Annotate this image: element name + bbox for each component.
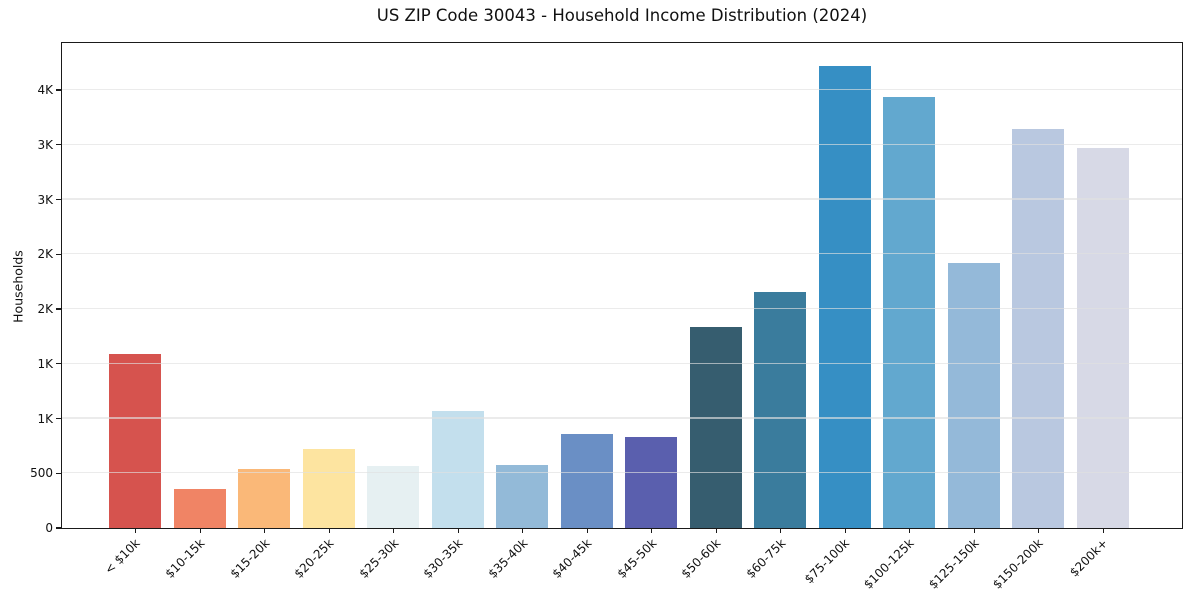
chart-title: US ZIP Code 30043 - Household Income Dis… xyxy=(376,6,868,25)
bar-< $10k xyxy=(109,353,161,528)
x-tick-mark xyxy=(715,528,717,533)
y-tick-label: 0 xyxy=(45,521,53,535)
y-tick-mark xyxy=(56,472,61,474)
y-tick-label: 3K xyxy=(37,192,53,207)
y-tick-label: 500 xyxy=(30,466,53,481)
x-tick-label: $40-45k xyxy=(549,536,595,581)
x-tick-mark xyxy=(135,528,137,533)
bar-$45-50k xyxy=(625,437,677,528)
x-tick-mark xyxy=(909,528,911,533)
x-tick-mark xyxy=(264,528,266,533)
bar-$15-20k xyxy=(238,469,290,528)
x-tick-mark xyxy=(651,528,653,533)
x-tick-label: $200k+ xyxy=(1066,536,1111,580)
gridline-4K xyxy=(62,88,1182,91)
x-tick-label: $50-60k xyxy=(678,536,724,581)
y-axis-label: Households xyxy=(10,250,26,323)
x-tick-label: $125-150k xyxy=(925,536,982,590)
y-tick-mark xyxy=(56,417,61,420)
bar-$40-45k xyxy=(560,434,613,528)
y-tick-label: 4K xyxy=(37,83,53,98)
x-tick-mark xyxy=(522,528,524,533)
x-tick-label: $30-35k xyxy=(420,536,466,581)
y-tick-mark xyxy=(56,527,61,529)
bar-$25-30k xyxy=(367,466,419,528)
y-tick-label: 2K xyxy=(37,247,53,262)
y-tick-label: 1K xyxy=(37,356,53,371)
x-tick-mark xyxy=(973,528,975,533)
bar-$35-40k xyxy=(496,465,548,528)
plot-area: < $10k $10-15k $15-20k $20-25k $25-30k $30-35… xyxy=(30,42,1183,590)
x-tick-mark xyxy=(328,528,330,533)
bar-$125-150k xyxy=(947,262,1000,528)
x-tick-label: $75-100k xyxy=(802,536,853,587)
x-tick-label: $100-125k xyxy=(861,536,917,590)
bar-$75-100k xyxy=(818,66,871,528)
y-tick-mark xyxy=(56,144,61,146)
x-tick-label: $25-30k xyxy=(356,536,401,581)
bar-$100-125k xyxy=(883,96,935,528)
y-tick-label: 3K xyxy=(37,137,53,152)
x-tick-mark xyxy=(844,528,846,533)
x-tick-mark xyxy=(1038,528,1040,533)
x-tick-label: $150-200k xyxy=(990,536,1046,590)
x-tick-mark xyxy=(393,528,395,533)
bar-$200k+ xyxy=(1076,148,1129,528)
x-tick-mark xyxy=(780,528,782,533)
bar-$10-15k xyxy=(173,489,226,528)
x-tick-label: $10-15k xyxy=(162,536,208,581)
x-tick-mark xyxy=(199,528,201,533)
y-tick-mark xyxy=(56,89,61,91)
y-tick-label: 2K xyxy=(37,302,53,317)
x-tick-label: $60-75k xyxy=(743,536,788,581)
y-tick-mark xyxy=(56,363,61,365)
x-tick-mark xyxy=(586,528,588,533)
x-tick-label: $45-50k xyxy=(614,536,659,581)
x-tick-label: < $10k xyxy=(102,536,143,577)
x-tick-label: $20-25k xyxy=(291,536,337,581)
x-tick-mark xyxy=(1102,528,1104,533)
bar-$50-60k xyxy=(689,326,742,528)
bar-$60-75k xyxy=(754,291,806,528)
bar-$30-35k xyxy=(431,410,484,528)
x-tick-label: $35-40k xyxy=(485,536,530,581)
bar-$20-25k xyxy=(302,449,355,528)
x-tick-mark xyxy=(457,528,459,533)
y-tick-mark xyxy=(56,253,61,255)
y-tick-label: 1K xyxy=(37,411,53,426)
bar-$150-200k xyxy=(1012,128,1064,528)
y-tick-mark xyxy=(56,198,61,201)
x-tick-label: $15-20k xyxy=(227,536,272,581)
y-tick-mark xyxy=(56,308,61,310)
